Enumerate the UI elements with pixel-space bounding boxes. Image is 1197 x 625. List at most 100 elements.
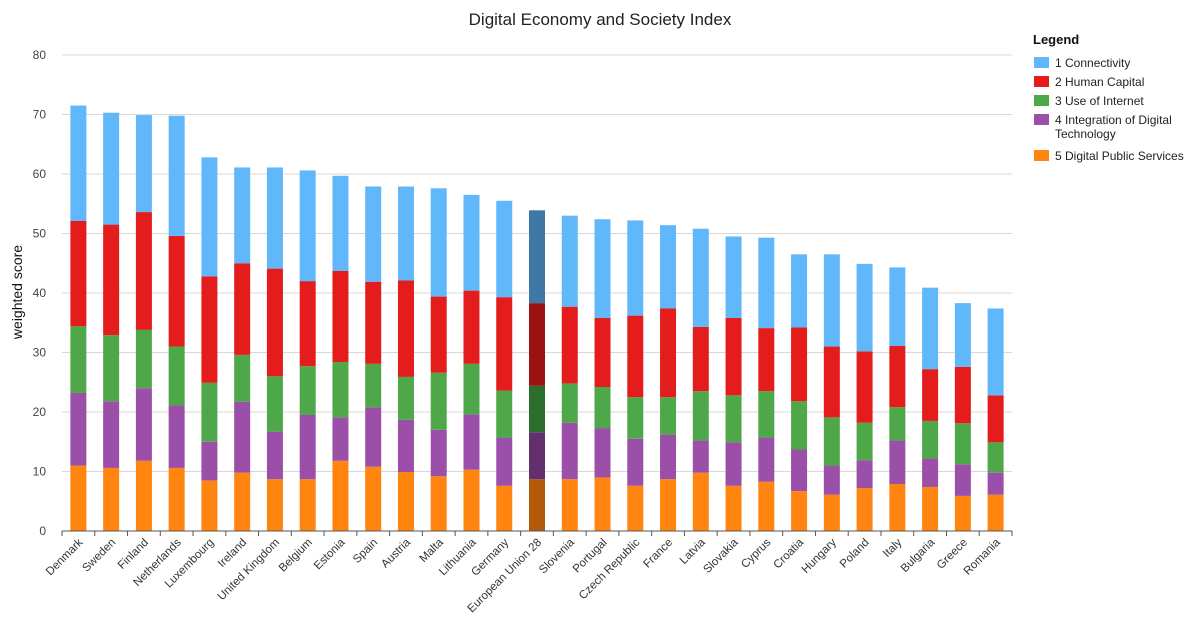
- bar-segment[interactable]: [725, 317, 742, 396]
- bar-segment[interactable]: [758, 328, 775, 392]
- bar-segment[interactable]: [561, 422, 578, 480]
- bar-segment[interactable]: [823, 417, 840, 466]
- bar-segment[interactable]: [594, 387, 611, 429]
- bar-segment[interactable]: [594, 477, 611, 531]
- bar-segment[interactable]: [889, 483, 906, 531]
- bar-segment[interactable]: [627, 485, 644, 531]
- bar-segment[interactable]: [692, 326, 709, 392]
- bar-segment[interactable]: [266, 479, 283, 531]
- bar-segment[interactable]: [987, 395, 1004, 443]
- bar-segment[interactable]: [201, 441, 218, 481]
- bar-segment[interactable]: [758, 437, 775, 482]
- bar-segment[interactable]: [823, 465, 840, 495]
- bar-segment[interactable]: [922, 420, 939, 459]
- bar-segment[interactable]: [922, 287, 939, 370]
- bar-segment[interactable]: [496, 437, 513, 486]
- bar-segment[interactable]: [365, 407, 382, 467]
- bar-segment[interactable]: [660, 225, 677, 309]
- bar-segment[interactable]: [201, 480, 218, 531]
- bar-segment[interactable]: [70, 465, 87, 531]
- bar-segment[interactable]: [660, 308, 677, 398]
- bar-segment[interactable]: [529, 385, 545, 433]
- bar-segment[interactable]: [365, 466, 382, 531]
- bar-segment[interactable]: [561, 479, 578, 531]
- bar-segment[interactable]: [168, 405, 185, 468]
- bar-segment[interactable]: [660, 434, 677, 480]
- bar-segment[interactable]: [266, 431, 283, 480]
- bar-segment[interactable]: [496, 297, 513, 391]
- bar-segment[interactable]: [692, 228, 709, 327]
- bar-segment[interactable]: [168, 115, 185, 236]
- bar-segment[interactable]: [627, 220, 644, 316]
- bar-segment[interactable]: [135, 460, 152, 531]
- bar-segment[interactable]: [889, 267, 906, 346]
- bar-segment[interactable]: [135, 115, 152, 213]
- bar-segment[interactable]: [692, 440, 709, 473]
- bar-segment[interactable]: [135, 329, 152, 389]
- bar-segment[interactable]: [791, 491, 808, 531]
- bar-segment[interactable]: [529, 432, 545, 480]
- bar-segment[interactable]: [758, 237, 775, 329]
- bar-segment[interactable]: [856, 488, 873, 531]
- bar-segment[interactable]: [201, 382, 218, 442]
- bar-segment[interactable]: [70, 221, 87, 327]
- bar-segment[interactable]: [856, 351, 873, 423]
- bar-segment[interactable]: [103, 401, 120, 468]
- bar-segment[interactable]: [266, 167, 283, 269]
- bar-segment[interactable]: [103, 467, 120, 531]
- bar-segment[interactable]: [70, 326, 87, 393]
- bar-segment[interactable]: [103, 112, 120, 225]
- bar-segment[interactable]: [332, 417, 349, 461]
- bar-segment[interactable]: [725, 395, 742, 443]
- bar-segment[interactable]: [299, 170, 316, 282]
- bar-segment[interactable]: [496, 390, 513, 438]
- bar-segment[interactable]: [397, 472, 414, 531]
- bar-segment[interactable]: [397, 186, 414, 281]
- legend-item[interactable]: 1 Connectivity: [1034, 56, 1130, 70]
- bar-segment[interactable]: [332, 175, 349, 271]
- bar-segment[interactable]: [135, 388, 152, 461]
- bar-segment[interactable]: [103, 224, 120, 336]
- bar-segment[interactable]: [823, 346, 840, 418]
- bar-segment[interactable]: [201, 157, 218, 277]
- bar-segment[interactable]: [954, 366, 971, 424]
- bar-segment[interactable]: [332, 270, 349, 363]
- bar-segment[interactable]: [299, 281, 316, 367]
- bar-segment[interactable]: [987, 472, 1004, 495]
- bar-segment[interactable]: [496, 200, 513, 298]
- bar-segment[interactable]: [529, 210, 545, 304]
- bar-segment[interactable]: [594, 317, 611, 388]
- bar-segment[interactable]: [397, 376, 414, 420]
- bar-segment[interactable]: [234, 401, 251, 473]
- bar-segment[interactable]: [627, 438, 644, 486]
- bar-segment[interactable]: [496, 485, 513, 531]
- bar-segment[interactable]: [660, 397, 677, 435]
- bar-segment[interactable]: [529, 303, 545, 386]
- bar-segment[interactable]: [135, 212, 152, 330]
- bar-segment[interactable]: [922, 486, 939, 531]
- bar-segment[interactable]: [954, 464, 971, 496]
- bar-segment[interactable]: [889, 440, 906, 484]
- bar-segment[interactable]: [234, 354, 251, 402]
- bar-segment[interactable]: [561, 383, 578, 423]
- bar-segment[interactable]: [954, 303, 971, 367]
- bar-segment[interactable]: [954, 495, 971, 531]
- bar-segment[interactable]: [758, 391, 775, 438]
- legend-item[interactable]: 2 Human Capital: [1034, 75, 1144, 89]
- bar-segment[interactable]: [791, 401, 808, 450]
- bar-segment[interactable]: [889, 345, 906, 408]
- bar-segment[interactable]: [299, 414, 316, 480]
- bar-segment[interactable]: [463, 363, 480, 415]
- bar-segment[interactable]: [823, 254, 840, 347]
- bar-segment[interactable]: [365, 363, 382, 408]
- bar-segment[interactable]: [430, 296, 447, 373]
- bar-segment[interactable]: [168, 346, 185, 406]
- bar-segment[interactable]: [660, 479, 677, 531]
- bar-segment[interactable]: [791, 254, 808, 328]
- bar-segment[interactable]: [987, 494, 1004, 531]
- bar-segment[interactable]: [365, 186, 382, 282]
- bar-segment[interactable]: [234, 167, 251, 264]
- bar-segment[interactable]: [365, 281, 382, 364]
- legend-item[interactable]: 4 Integration of Digital Technology: [1034, 113, 1172, 141]
- bar-segment[interactable]: [529, 479, 545, 531]
